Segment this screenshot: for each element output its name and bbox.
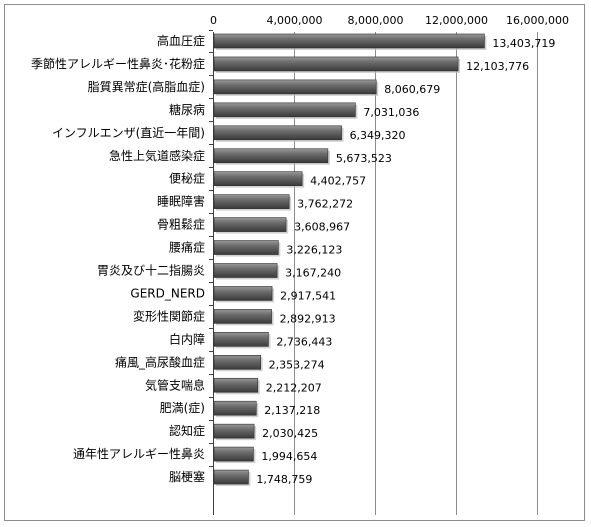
bar: [213, 102, 356, 118]
bar: [213, 469, 249, 485]
data-label: 2,736,443: [276, 335, 332, 348]
bar: [213, 79, 377, 95]
data-label: 4,402,757: [310, 175, 366, 188]
bar: [213, 33, 485, 49]
category-label: 脳梗塞: [169, 469, 205, 484]
data-label: 3,608,967: [294, 221, 350, 234]
data-label: 2,353,274: [269, 358, 325, 371]
data-label: 6,349,320: [350, 129, 406, 142]
category-label: 睡眠障害: [157, 194, 205, 209]
bar: [213, 309, 272, 324]
data-label: 2,892,913: [280, 312, 336, 325]
data-label: 2,137,218: [264, 404, 320, 417]
bar: [213, 148, 329, 164]
category-label: 便秘症: [169, 171, 205, 186]
bar: [213, 194, 290, 209]
category-label: 脂質異常症(高脂血症): [88, 79, 205, 94]
bars: [213, 33, 487, 487]
data-label: 2,212,207: [266, 381, 322, 394]
category-label: インフルエンザ(直近一年間): [52, 126, 205, 140]
data-label: 5,673,523: [336, 152, 392, 165]
data-label: 3,167,240: [285, 267, 341, 280]
data-label: 12,103,776: [466, 60, 529, 73]
x-tick-label: 12,000,000: [425, 14, 488, 27]
bar: [213, 171, 303, 186]
category-label: 急性上気道感染症: [109, 148, 205, 163]
category-label: 変形性関節症: [133, 308, 205, 323]
bar: [213, 423, 255, 439]
category-label: 骨粗鬆症: [157, 217, 205, 232]
category-label: 糖尿病: [169, 102, 205, 117]
data-label: 1,748,759: [256, 473, 312, 486]
bar: [213, 332, 269, 347]
category-label: 気管支喘息: [145, 377, 205, 392]
bar: [213, 286, 273, 301]
bar: [213, 377, 259, 393]
category-label: 高血圧症: [157, 33, 205, 48]
bar: [213, 263, 278, 278]
data-label: 2,917,541: [280, 289, 336, 302]
data-label: 3,226,123: [286, 244, 342, 257]
bar: [213, 56, 459, 72]
category-label: 白内障: [169, 331, 205, 346]
bar: [213, 240, 279, 255]
data-label: 8,060,679: [384, 83, 440, 96]
data-label: 3,762,272: [297, 198, 353, 211]
data-label: 1,994,654: [261, 450, 317, 463]
x-tick-label: 16,000,000: [506, 14, 569, 27]
bar: [213, 125, 342, 141]
x-axis-ticks: 0 4,000,000 8,000,000 12,000,000 16,000,000: [210, 14, 569, 27]
chart-frame: 0 4,000,000 8,000,000 12,000,000 16,000,000 …: [4, 4, 585, 521]
category-label: 胃炎及び十二指腸炎: [97, 263, 205, 278]
bar: [213, 354, 261, 370]
data-label: 2,030,425: [262, 427, 318, 440]
data-label: 13,403,719: [492, 37, 555, 50]
bar-chart: 0 4,000,000 8,000,000 12,000,000 16,000,000 …: [31, 14, 569, 515]
category-label: 通年性アレルギー性鼻炎: [73, 446, 205, 461]
bar: [213, 400, 257, 416]
bar: [213, 446, 254, 462]
category-label: 腰痛症: [169, 240, 205, 255]
x-tick-label: 8,000,000: [348, 14, 404, 27]
category-label: 季節性アレルギー性鼻炎･花粉症: [31, 56, 205, 71]
category-label: 肥満(症): [160, 400, 205, 415]
bar: [213, 217, 287, 232]
x-tick-label: 4,000,000: [267, 14, 323, 27]
x-tick-label: 0: [210, 14, 217, 27]
category-label: GERD_NERD: [130, 286, 205, 300]
category-label: 認知症: [169, 423, 205, 438]
data-label: 7,031,036: [363, 106, 419, 119]
value-labels: 13,403,719 12,103,776 8,060,679 7,031,036 6,…: [256, 37, 555, 486]
category-label: 痛風_高尿酸血症: [115, 354, 205, 369]
